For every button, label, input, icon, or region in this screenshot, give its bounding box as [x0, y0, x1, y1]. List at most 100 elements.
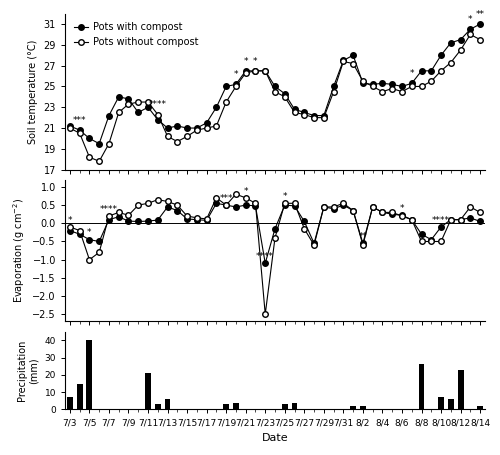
Y-axis label: Soil temperature (°C): Soil temperature (°C): [28, 40, 38, 144]
Pots with compost: [174, 123, 180, 129]
Pots with compost: [428, 68, 434, 74]
Pots without compost: [164, 134, 170, 139]
Text: *: *: [68, 216, 72, 225]
Text: **: **: [476, 10, 484, 19]
Pots with compost: [321, 113, 327, 118]
Bar: [164, 399, 170, 410]
Text: *: *: [234, 70, 238, 79]
Text: *: *: [244, 187, 248, 196]
Text: ****: ****: [100, 205, 118, 214]
Pots without compost: [458, 47, 464, 53]
Pots without compost: [126, 101, 132, 107]
Pots with compost: [184, 125, 190, 131]
Pots with compost: [262, 68, 268, 74]
Pots without compost: [223, 99, 229, 105]
Pots without compost: [96, 159, 102, 164]
Text: *: *: [468, 15, 472, 24]
Text: ***: ***: [73, 116, 86, 125]
Pots without compost: [360, 79, 366, 84]
Bar: [477, 406, 483, 410]
Pots with compost: [204, 120, 210, 126]
Pots without compost: [145, 99, 151, 105]
Pots with compost: [468, 26, 473, 32]
Line: Pots with compost: Pots with compost: [67, 21, 483, 147]
Pots with compost: [389, 81, 395, 87]
Pots without compost: [214, 123, 220, 129]
Pots without compost: [321, 115, 327, 121]
Y-axis label: Evaporation (g cm$^{-2}$): Evaporation (g cm$^{-2}$): [11, 198, 27, 303]
Text: ****: ****: [432, 216, 450, 225]
Pots without compost: [106, 141, 112, 147]
Pots with compost: [330, 84, 336, 89]
Pots with compost: [116, 94, 121, 100]
Pots with compost: [458, 37, 464, 42]
Pots with compost: [252, 68, 258, 74]
Pots without compost: [86, 154, 92, 160]
Bar: [438, 397, 444, 410]
Pots with compost: [408, 81, 414, 86]
Bar: [67, 397, 73, 410]
Bar: [282, 404, 288, 410]
Pots with compost: [418, 68, 424, 74]
Pots without compost: [204, 125, 210, 131]
Pots with compost: [194, 125, 200, 131]
Bar: [155, 404, 160, 410]
Pots with compost: [145, 105, 151, 110]
Pots without compost: [350, 61, 356, 66]
Pots with compost: [155, 117, 161, 122]
Pots with compost: [223, 84, 229, 89]
Pots without compost: [477, 37, 483, 42]
Pots with compost: [67, 123, 73, 129]
Pots with compost: [136, 110, 141, 115]
Bar: [233, 403, 239, 410]
Pots without compost: [438, 68, 444, 74]
Text: **: **: [358, 232, 368, 241]
Bar: [350, 406, 356, 410]
Text: *: *: [410, 69, 414, 78]
Bar: [292, 403, 298, 410]
Bar: [86, 340, 92, 410]
Pots with compost: [272, 84, 278, 89]
Bar: [360, 406, 366, 410]
Pots without compost: [184, 134, 190, 139]
Pots without compost: [408, 84, 414, 89]
Pots with compost: [311, 113, 317, 118]
Pots without compost: [399, 89, 405, 94]
Text: *: *: [244, 57, 248, 66]
Pots with compost: [292, 106, 298, 112]
Bar: [76, 384, 82, 410]
Pots without compost: [282, 94, 288, 100]
Pots with compost: [76, 127, 82, 133]
Pots with compost: [164, 125, 170, 131]
Pots without compost: [340, 59, 346, 64]
Pots without compost: [418, 84, 424, 89]
Pots without compost: [302, 112, 308, 117]
Pots with compost: [370, 81, 376, 87]
Line: Pots without compost: Pots without compost: [67, 32, 483, 164]
Pots without compost: [116, 110, 121, 115]
Pots with compost: [106, 113, 112, 118]
Pots with compost: [360, 81, 366, 86]
Pots without compost: [370, 84, 376, 89]
Y-axis label: Precipitation
(mm): Precipitation (mm): [18, 340, 39, 401]
Pots with compost: [126, 96, 132, 101]
Bar: [145, 373, 151, 410]
Text: ****: ****: [149, 100, 167, 109]
Pots with compost: [86, 136, 92, 141]
Pots without compost: [76, 131, 82, 136]
Pots without compost: [389, 86, 395, 91]
Pots with compost: [477, 21, 483, 27]
Bar: [448, 399, 454, 410]
Pots without compost: [262, 68, 268, 74]
X-axis label: Date: Date: [262, 433, 288, 443]
Pots without compost: [311, 115, 317, 121]
Pots with compost: [214, 105, 220, 110]
Pots with compost: [340, 58, 346, 63]
Pots with compost: [438, 52, 444, 58]
Text: ****: ****: [256, 252, 274, 261]
Pots without compost: [468, 32, 473, 37]
Text: *: *: [400, 204, 404, 213]
Pots without compost: [428, 79, 434, 84]
Pots without compost: [174, 139, 180, 144]
Text: *: *: [87, 228, 92, 238]
